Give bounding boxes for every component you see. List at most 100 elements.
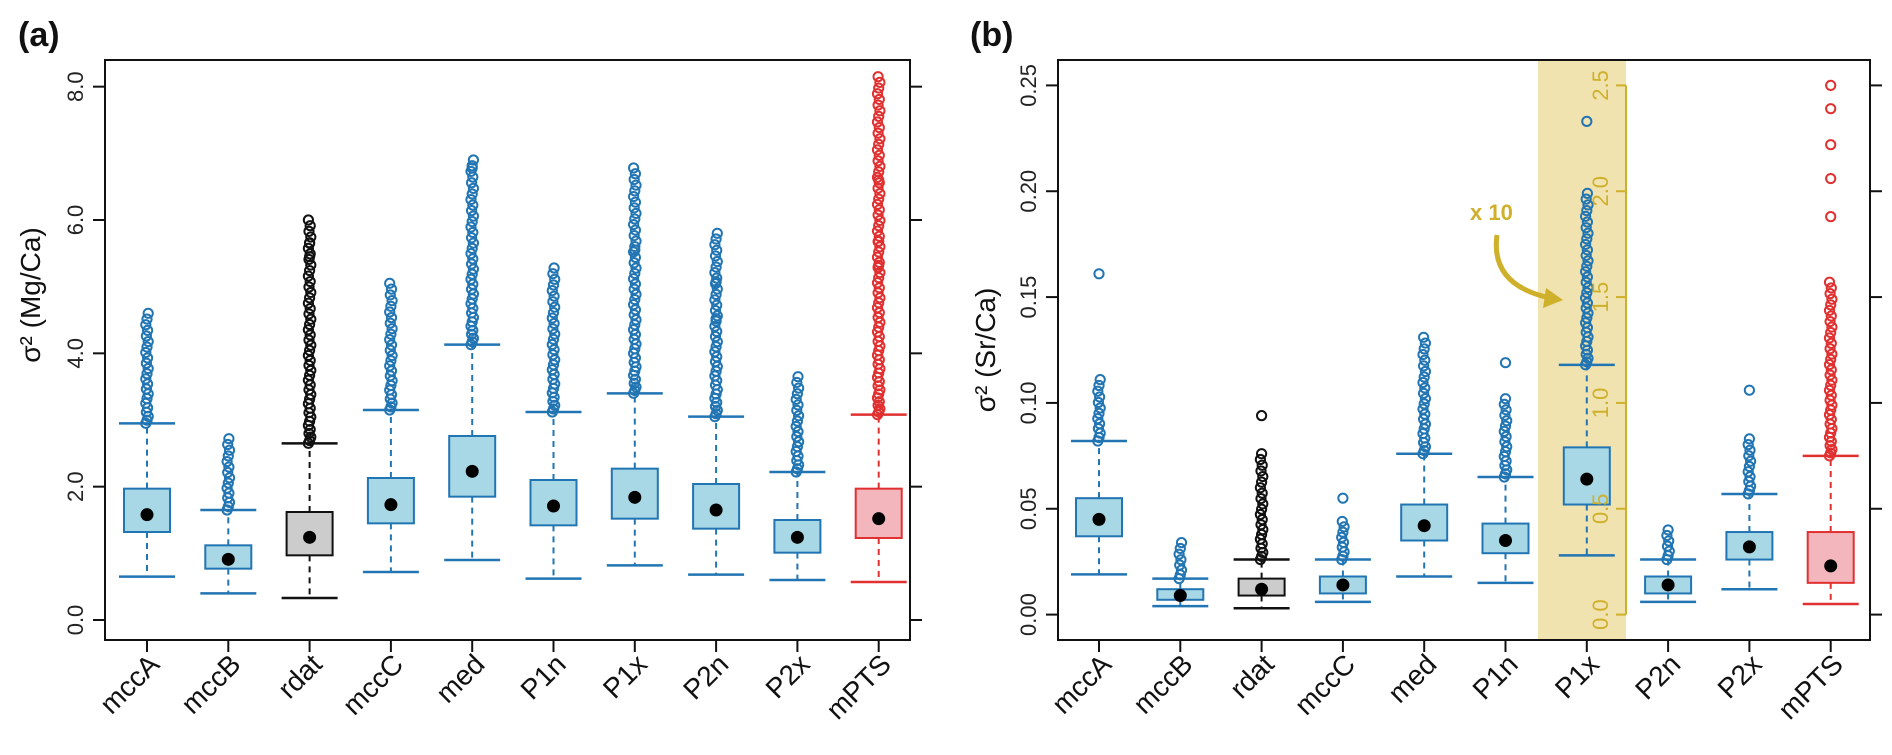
outlier-point [1825,139,1837,151]
secondary-tick-label: 2.0 [1588,176,1613,207]
outlier-point [467,226,479,239]
box-mccA [119,307,175,578]
outlier-point [1826,321,1838,333]
outlier-point [871,225,884,237]
outlier-point [1581,287,1593,299]
y-tick-label: 2.0 [63,471,88,502]
outlier-point [791,415,804,427]
outlier-point [304,329,316,341]
box-P2n [688,227,745,576]
mean-point [709,503,723,517]
panel-b-frame [1057,59,1871,641]
outlier-point [1093,268,1105,280]
outlier-point [1743,384,1756,396]
outlier-point [548,317,560,330]
outlier-point [872,127,884,139]
outlier-point [302,270,314,282]
outlier-point [1256,476,1268,488]
mean-point [384,498,398,512]
outlier-point [874,241,886,253]
outlier-point [709,250,722,262]
outlier-point [384,360,396,372]
outlier-point [385,328,397,340]
category-label: P2n [677,648,734,705]
mean-point [303,530,317,544]
outlier-point [628,230,640,242]
y-tick-label: 6.0 [63,205,88,236]
outlier-point [629,168,642,180]
outlier-point [1824,315,1836,328]
outlier-point [1663,535,1675,547]
outlier-point [629,304,642,316]
outlier-point [140,373,152,385]
outlier-point [304,251,316,263]
outlier-point [304,292,316,304]
outlier-point [1501,415,1513,427]
outlier-point [1582,199,1594,211]
outlier-point [467,237,479,249]
outlier-point [1419,393,1432,405]
mean-point [1336,578,1350,592]
panel-b-label: (b) [970,16,1013,54]
outlier-point [384,306,396,318]
outlier-point [1826,293,1838,305]
outlier-point [548,344,560,356]
outlier-point [142,378,154,390]
outlier-point [792,399,804,411]
outlier-point [710,288,722,301]
outlier-point [223,433,235,445]
outlier-point [1743,450,1755,462]
outlier-point [1826,374,1838,386]
outlier-point [1825,103,1837,115]
outlier-point [628,162,640,174]
outlier-point [546,284,558,297]
outlier-point [1582,255,1594,267]
outlier-point [1419,337,1432,349]
secondary-tick-label: 1.0 [1588,388,1613,419]
outlier-point [384,317,396,329]
outlier-point [873,230,885,242]
category-label: P1x [597,648,653,704]
y-tick-label: 4.0 [63,338,88,369]
outlier-point [302,374,314,386]
outlier-point [304,264,316,277]
outlier-point [1419,354,1431,366]
outlier-point [385,339,398,351]
outlier-point [1580,222,1592,234]
outlier-point [547,349,559,361]
outlier-point [223,444,236,456]
panel-a-y-axis-label: σ² (Mg/Ca) [15,227,46,363]
outlier-point [1500,430,1512,443]
outlier-point [141,341,153,353]
outlier-point [629,196,642,208]
outlier-point [871,277,884,289]
outlier-point [874,76,886,88]
outlier-point [549,273,561,285]
outlier-point [628,273,640,285]
category-label: med [1382,648,1442,708]
box-P1x [1558,115,1615,557]
outlier-point [140,346,152,359]
outlier-point [302,297,314,309]
outlier-point [792,426,804,438]
outlier-point [385,355,397,367]
outlier-point [1338,521,1350,533]
scale-annotation: x 10 [1470,200,1513,225]
outlier-point [1256,503,1268,515]
outlier-point [1337,526,1349,538]
mean-point [628,490,642,504]
outlier-point [385,312,398,324]
outlier-point [871,88,884,100]
outlier-point [792,371,804,383]
panel-a-x-labels: mccA mccB rdat mccC med P1n P1x P2n P2x mPTS [94,640,897,725]
outlier-point [384,289,396,301]
outlier-point [466,215,478,228]
box-mPTS [850,71,907,584]
outlier-point [871,116,884,128]
outlier-point [465,193,477,206]
secondary-tick-label: 0.0 [1588,599,1613,630]
outlier-point [223,472,236,484]
outlier-point [1418,343,1430,355]
panel-b-x-labels: mccA mccB rdat mccC med P1n P1x P2n P2x mPTS [1046,640,1849,725]
outlier-point [385,300,397,312]
